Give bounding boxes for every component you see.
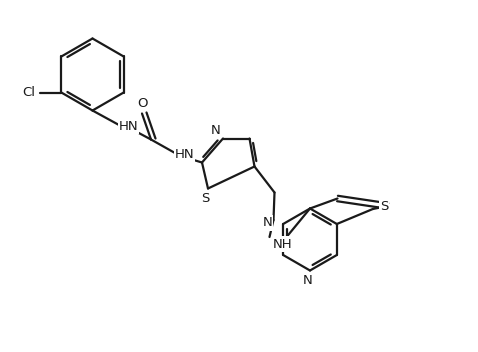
Text: N: N: [211, 125, 220, 138]
Text: Cl: Cl: [22, 86, 35, 99]
Text: NH: NH: [272, 238, 293, 251]
Text: S: S: [380, 200, 388, 213]
Text: N: N: [303, 274, 313, 287]
Text: HN: HN: [119, 120, 138, 133]
Text: HN: HN: [174, 148, 195, 161]
Text: O: O: [137, 97, 148, 110]
Text: N: N: [262, 216, 272, 230]
Text: S: S: [201, 192, 210, 205]
